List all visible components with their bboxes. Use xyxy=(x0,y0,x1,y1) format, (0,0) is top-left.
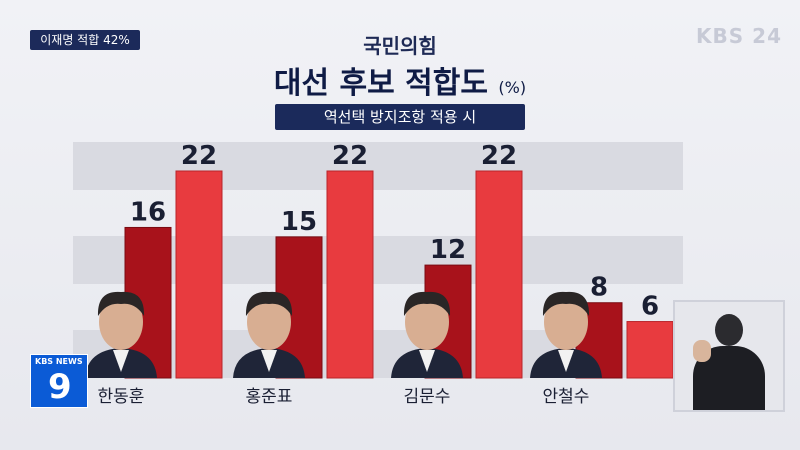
category-label: 홍준표 xyxy=(246,387,293,407)
channel-logo: KBS 24 xyxy=(696,24,782,48)
news-badge: KBS NEWS 9 xyxy=(30,354,88,408)
interpreter-head xyxy=(715,314,743,346)
portrait-shirt xyxy=(558,350,574,372)
sign-language-interpreter xyxy=(673,300,785,412)
category-label: 안철수 xyxy=(543,387,590,407)
portrait-face xyxy=(247,294,291,350)
portrait-face xyxy=(405,294,449,350)
data-label: 8 xyxy=(590,273,608,303)
bar xyxy=(175,170,223,379)
portrait-hair xyxy=(97,291,145,316)
portrait-hair xyxy=(403,291,451,316)
condition-label: 역선택 방지조항 적용 시 xyxy=(275,104,525,130)
background-band xyxy=(73,236,683,284)
news-badge-number: 9 xyxy=(48,367,72,407)
interpreter-hand xyxy=(693,340,711,362)
chart-unit: (%) xyxy=(498,78,527,97)
data-label: 22 xyxy=(332,141,368,171)
bar xyxy=(626,321,674,379)
chart-subtitle: 대선 후보 적합도 xyxy=(273,66,488,101)
data-label: 22 xyxy=(481,141,517,171)
category-label: 김문수 xyxy=(404,387,451,407)
portrait-shirt xyxy=(261,350,277,372)
data-label: 16 xyxy=(130,197,166,227)
top-tag: 이재명 적합 42% xyxy=(30,30,140,50)
portrait-face xyxy=(99,294,143,350)
news-badge-label: KBS NEWS xyxy=(35,357,83,366)
chart-subtitle-wrap: 대선 후보 적합도 (%) xyxy=(0,58,800,102)
portrait-hair xyxy=(542,291,590,316)
background-band xyxy=(73,142,683,190)
bar xyxy=(326,170,374,379)
category-label: 한동훈 xyxy=(98,387,145,407)
data-label: 15 xyxy=(281,207,317,237)
data-label: 6 xyxy=(641,292,659,322)
bar xyxy=(475,170,523,379)
portrait-shirt xyxy=(419,350,435,372)
chart-title: 국민의힘 xyxy=(363,34,437,58)
portrait-hair xyxy=(245,291,293,316)
portrait-shirt xyxy=(113,350,129,372)
data-label: 12 xyxy=(430,235,466,265)
portrait-face xyxy=(544,294,588,350)
data-label: 22 xyxy=(181,141,217,171)
